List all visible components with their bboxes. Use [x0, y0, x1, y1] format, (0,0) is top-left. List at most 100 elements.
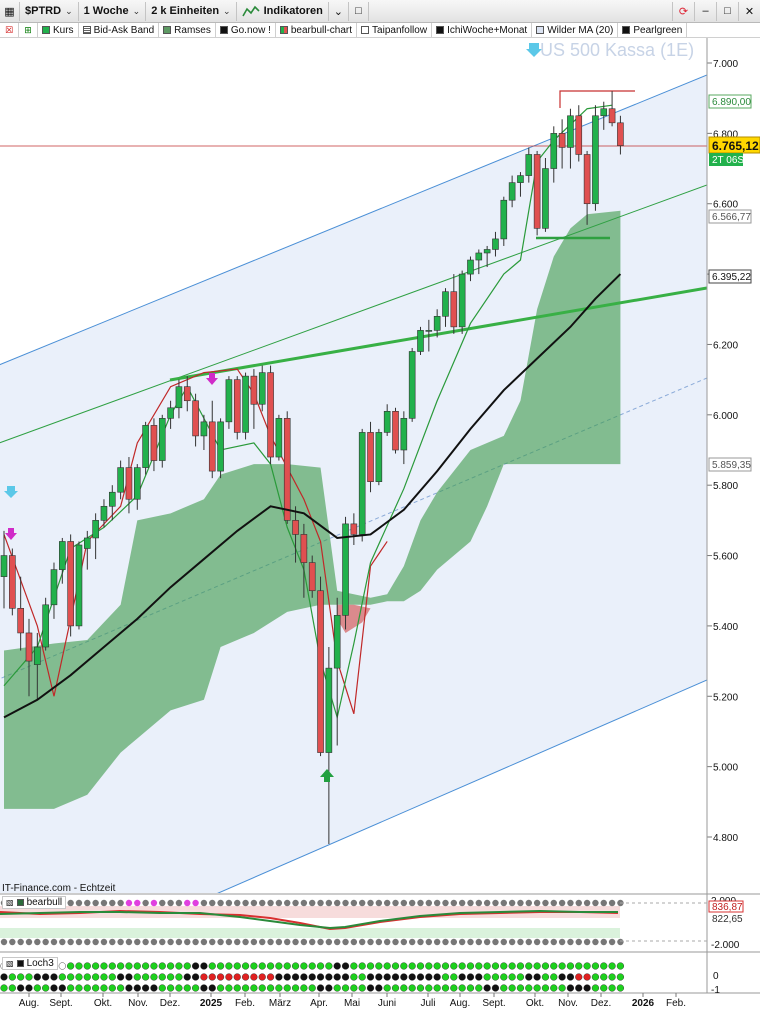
bearbull-dot [517, 899, 524, 907]
bearbull-dot [600, 938, 607, 946]
bearbull-dot [375, 938, 383, 946]
refresh-icon[interactable]: ⟳ [672, 1, 694, 21]
bearbull-dot [475, 938, 483, 946]
indicators-button[interactable]: Indikatoren [237, 1, 329, 21]
candle-body [292, 520, 299, 535]
loch3-dot [191, 962, 200, 970]
maximize-icon[interactable]: □ [716, 1, 738, 21]
loch3-dot [566, 984, 575, 992]
loch3-dot [525, 973, 533, 981]
loch3-tick: -1 [711, 985, 720, 996]
window-icon[interactable]: □ [349, 1, 369, 21]
bearbull-dot [84, 938, 91, 946]
bearbull-dot [334, 899, 341, 907]
indicator-legend: ☒ ⊞ Kurs Bid-Ask Band Ramses Go.now ! be… [0, 23, 760, 38]
legend-item-pearlgreen[interactable]: Pearlgreen [618, 23, 688, 37]
loch3-dot [250, 984, 258, 992]
chevron-down-icon[interactable]: ⌄ [329, 1, 349, 21]
loch3-dot [325, 973, 333, 981]
legend-item-remove[interactable]: ☒ [0, 23, 19, 37]
bearbull-dot [483, 899, 491, 907]
loch3-dot [500, 973, 508, 981]
candle-body [142, 425, 149, 468]
loch3-dot [491, 973, 500, 981]
loch3-dot [541, 973, 550, 981]
bearbull-dot [275, 938, 283, 946]
loch3-dot [516, 984, 525, 992]
loch3-dot [550, 973, 558, 981]
candle-body [467, 259, 474, 275]
loch3-dot [408, 973, 416, 981]
legend-item-bearbull-chart[interactable]: bearbull-chart [276, 23, 358, 37]
legend-label: Kurs [53, 24, 74, 36]
loch3-panel-tag[interactable]: ▧ Loch3 [2, 957, 58, 970]
bearbull-dot [75, 938, 83, 946]
legend-item-ramses[interactable]: Ramses [159, 23, 216, 37]
legend-item-wilder[interactable]: Wilder MA (20) [532, 23, 619, 37]
table-grid-icon[interactable]: ▦ [0, 1, 20, 21]
symbol-selector[interactable]: $PTRD ⌄ [20, 1, 79, 21]
legend-item-kurs[interactable]: Kurs [38, 23, 79, 37]
bearbull-dot [292, 938, 299, 946]
bearbull-dot [408, 899, 416, 907]
loch3-dot [208, 973, 216, 981]
bearbull-panel-tag[interactable]: ▧ bearbull [2, 896, 67, 909]
loch3-dot [391, 973, 400, 981]
x-axis: Aug. Sept. Okt. Nov. Dez. 2025 Feb. März Apr. Mai… [19, 993, 686, 1009]
indicators-label: Indikatoren [263, 5, 323, 17]
swatch-icon [361, 26, 370, 34]
legend-item-ichi[interactable]: IchiWoche+Monat [432, 23, 533, 37]
legend-item-gonow[interactable]: Go.now ! [216, 23, 276, 37]
candle-body [50, 569, 58, 606]
add-icon: ⊞ [24, 24, 32, 35]
loch3-dot [566, 973, 575, 981]
loch3-dot [241, 973, 250, 981]
candle-body [233, 379, 241, 433]
bearbull-dot [358, 899, 366, 907]
bearbull-dot [583, 899, 591, 907]
loch3-dot [108, 973, 116, 981]
x-tick-label: März [269, 998, 291, 1009]
legend-item-add[interactable]: ⊞ [19, 23, 38, 37]
bearbull-dot [209, 899, 216, 907]
candle-body [392, 410, 399, 451]
candle-body [275, 418, 283, 458]
y-tick-label: 6.800 [713, 129, 738, 140]
period-selector[interactable]: 1 Woche ⌄ [79, 1, 147, 21]
loch3-dot [100, 962, 108, 970]
minimize-icon[interactable]: – [694, 1, 716, 21]
legend-label: Bid-Ask Band [93, 24, 155, 36]
loch3-dot [233, 973, 241, 981]
loch3-dot [491, 984, 500, 992]
candle-body [417, 330, 424, 352]
x-tick-label: Sept. [482, 998, 505, 1009]
candle-body [383, 410, 391, 433]
bearbull-dot [575, 899, 582, 907]
loch3-dot [92, 973, 100, 981]
bearbull-dot [300, 899, 308, 907]
candle-body [34, 646, 41, 665]
bearbull-dots-top [0, 899, 624, 907]
legend-item-taipanfollow[interactable]: Taipanfollow [357, 23, 433, 37]
x-tick-label: Dez. [591, 998, 612, 1009]
bearbull-dot [542, 938, 549, 946]
arrow-down-icon [526, 43, 542, 57]
loch3-dot [158, 984, 166, 992]
tag-top-level [708, 94, 752, 109]
candle-body [9, 555, 16, 609]
close-icon[interactable]: ✕ [738, 1, 760, 21]
loch3-dot [450, 962, 458, 970]
bearbull-dot [533, 899, 541, 907]
loch3-dot [100, 973, 108, 981]
x-tick-label: Nov. [128, 998, 148, 1009]
loch3-dot [117, 984, 125, 992]
wilder-ma-line [3, 273, 622, 719]
units-selector[interactable]: 2 k Einheiten ⌄ [146, 1, 237, 21]
legend-item-bid-ask[interactable]: Bid-Ask Band [79, 23, 160, 37]
loch3-dot [483, 962, 491, 970]
loch3-dot [450, 973, 458, 981]
candle-body [200, 421, 208, 437]
loch3-dot [283, 962, 291, 970]
candle-body [367, 432, 374, 482]
